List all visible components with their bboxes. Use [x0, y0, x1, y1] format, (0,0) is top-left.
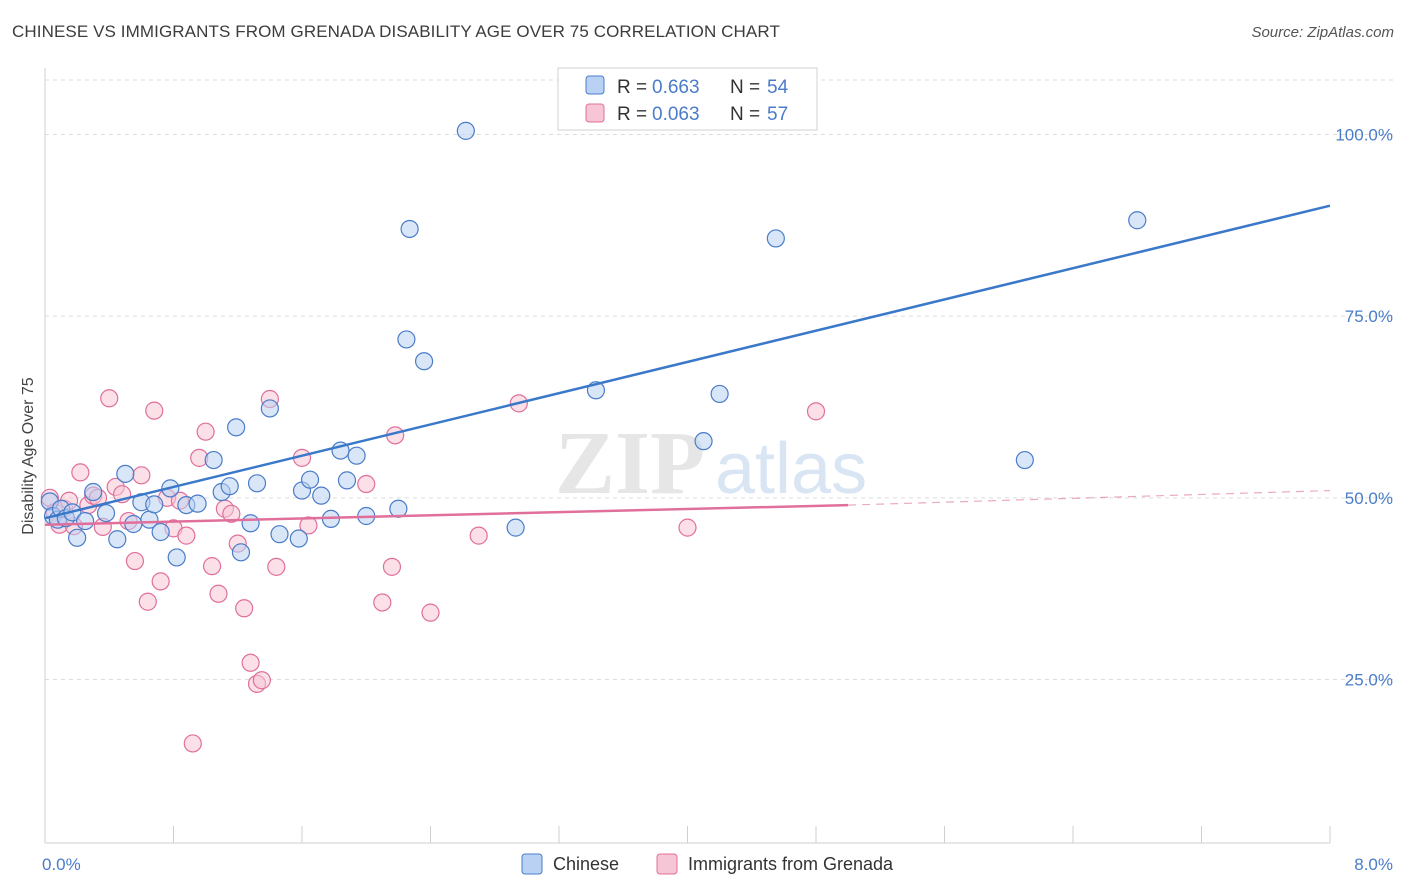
legend-r-value-chinese: 0.663	[652, 77, 700, 98]
chinese-point-12	[124, 514, 143, 534]
chinese-point-37	[347, 446, 366, 465]
grenada-point-47	[678, 518, 697, 537]
chinese-point-8	[84, 482, 103, 502]
chinese-point-20	[188, 494, 207, 513]
legend-r-label-grenada: R =	[617, 104, 647, 125]
grenada-point-48	[806, 402, 826, 421]
grenada-point-11	[100, 389, 119, 408]
x-tick-labels: 0.0% 8.0%	[42, 855, 1393, 874]
legend-n-label-grenada: N =	[730, 104, 760, 125]
grenada-point-37	[267, 557, 286, 576]
chinese-point-7	[76, 511, 95, 531]
y-axis-label: Disability Age Over 75	[20, 377, 37, 535]
grenada-point-17	[138, 592, 157, 611]
legend-n-label-chinese: N =	[730, 77, 760, 98]
grenada-point-32	[235, 599, 254, 618]
chinese-point-23	[220, 477, 239, 496]
grenada-point-35	[252, 671, 271, 690]
trend-line-grenada-extension	[848, 489, 1331, 506]
chinese-point-28	[260, 399, 279, 418]
grenada-point-27	[202, 557, 222, 576]
chinese-point-25	[231, 543, 251, 562]
chinese-point-33	[312, 486, 331, 505]
chinese-point-40	[397, 330, 416, 349]
trend-line-grenada	[44, 503, 849, 526]
chinese-point-10	[108, 530, 127, 549]
chinese-point-32	[300, 470, 320, 489]
chinese-point-50	[1128, 211, 1147, 230]
chinese-point-16	[151, 522, 170, 542]
x-tick-label-min: 0.0%	[42, 855, 81, 874]
chinese-point-9	[96, 503, 116, 523]
y-tick-label-1: 50.0%	[1345, 489, 1393, 508]
grenada-point-40	[357, 474, 376, 494]
bottom-legend-label-chinese: Chinese	[553, 854, 619, 874]
chinese-point-46	[694, 432, 713, 451]
chinese-point-47	[710, 384, 729, 404]
grenada-point-16	[132, 466, 151, 485]
grenada-point-24	[183, 734, 202, 753]
legend-swatch-chinese	[585, 75, 605, 95]
watermark-zip: ZIP	[555, 414, 705, 513]
grenada-point-39	[299, 516, 318, 535]
chinese-point-44	[506, 518, 525, 537]
watermark-atlas: atlas	[715, 429, 867, 509]
chinese-point-21	[204, 450, 223, 470]
legend-n-value-grenada: 57	[767, 104, 788, 125]
chinese-point-39	[389, 499, 408, 518]
chinese-point-30	[289, 529, 308, 548]
chart-title: CHINESE VS IMMIGRANTS FROM GRENADA DISAB…	[12, 22, 780, 41]
legend-r-value-grenada: 0.063	[652, 104, 700, 125]
bottom-legend-swatch-chinese	[521, 853, 543, 875]
x-tick-label-max: 8.0%	[1354, 855, 1393, 874]
chinese-point-26	[241, 514, 260, 533]
grenada-point-6	[71, 463, 90, 482]
chinese-point-24	[227, 418, 246, 437]
chinese-point-49	[1015, 450, 1034, 470]
trend-line-chinese	[44, 204, 1331, 520]
grenada-point-45	[469, 526, 488, 545]
bottom-legend-swatch-grenada	[656, 853, 678, 875]
chinese-point-29	[270, 525, 289, 544]
stats-legend: R = 0.663 N = 54 R = 0.063 N = 57	[557, 67, 818, 131]
grenada-point-19	[151, 572, 170, 591]
chinese-point-15	[145, 495, 164, 514]
y-tick-labels: 25.0% 50.0% 75.0% 100.0%	[1335, 126, 1393, 690]
gridlines	[45, 79, 1395, 680]
chinese-point-36	[337, 471, 357, 490]
chinese-point-41	[400, 219, 419, 239]
series-legend: Chinese Immigrants from Grenada	[521, 853, 894, 875]
chinese-point-11	[116, 464, 135, 483]
watermark: ZIP atlas	[555, 414, 867, 513]
y-tick-label-2: 75.0%	[1345, 307, 1393, 326]
source-credit: Source: ZipAtlas.com	[1251, 24, 1394, 41]
chinese-point-42	[414, 352, 434, 371]
legend-n-value-chinese: 54	[767, 77, 789, 98]
grenada-point-41	[373, 593, 392, 612]
chinese-point-27	[247, 474, 267, 493]
y-tick-label-0: 25.0%	[1345, 671, 1393, 690]
chinese-point-43	[456, 121, 475, 140]
chinese-point-18	[167, 548, 186, 567]
grenada-point-23	[177, 526, 196, 545]
grenada-point-44	[421, 603, 440, 622]
grenada-point-42	[382, 557, 402, 576]
grenada-point-33	[241, 653, 260, 672]
grenada-point-18	[145, 401, 164, 420]
grenada-point-26	[196, 422, 215, 441]
grenada-point-30	[222, 504, 241, 523]
bottom-legend-label-grenada: Immigrants from Grenada	[688, 854, 894, 874]
chinese-point-6	[68, 528, 87, 547]
trend-lines	[44, 204, 1331, 526]
grenada-point-28	[209, 584, 228, 603]
chinese-point-48	[766, 229, 785, 248]
y-tick-label-3: 100.0%	[1335, 126, 1393, 145]
legend-swatch-grenada	[585, 103, 605, 123]
axes	[44, 68, 1331, 844]
grenada-point-15	[125, 551, 145, 571]
legend-r-label-chinese: R =	[617, 77, 647, 98]
